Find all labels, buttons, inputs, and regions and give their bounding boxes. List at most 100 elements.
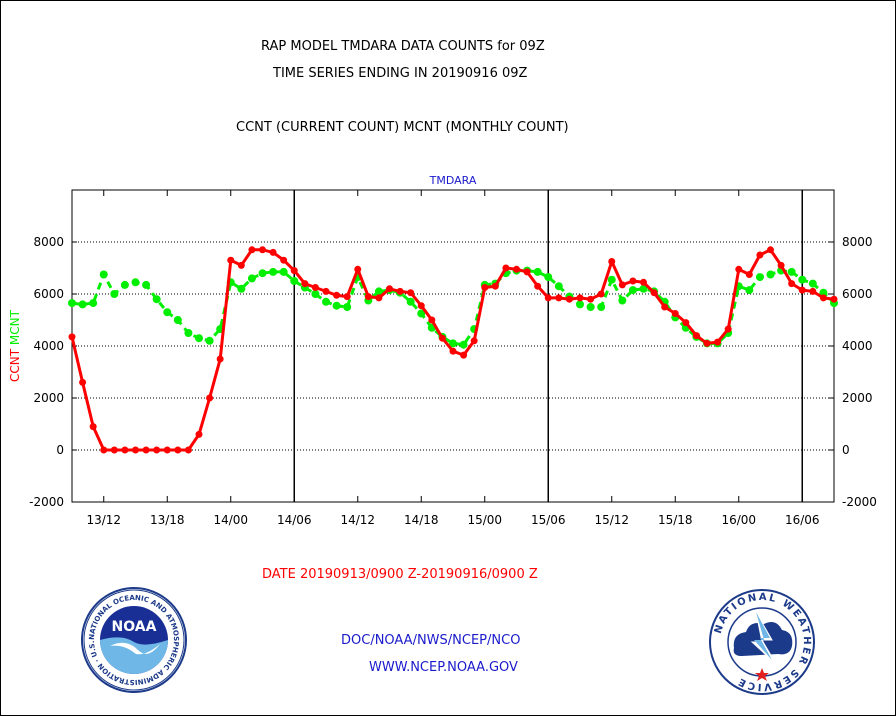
point-mcnt: [78, 300, 87, 309]
noaa-logo-text: NOAA: [112, 619, 157, 635]
point-mcnt: [163, 308, 172, 317]
y-axis-label: CCNT MCNT: [8, 309, 22, 382]
point-ccnt: [534, 282, 542, 290]
y-tick-label-right: 4000: [842, 339, 873, 353]
x-tick-label: 16/06: [785, 513, 820, 527]
point-mcnt: [322, 297, 330, 306]
x-tick-label: 13/18: [150, 513, 185, 527]
point-mcnt: [279, 267, 288, 276]
point-mcnt: [258, 269, 267, 278]
point-mcnt: [745, 286, 754, 295]
point-ccnt: [544, 294, 552, 302]
point-ccnt: [830, 295, 838, 303]
point-ccnt: [819, 294, 827, 302]
y-tick-label-right: 8000: [842, 235, 873, 249]
point-mcnt: [173, 316, 182, 324]
point-ccnt: [809, 287, 817, 295]
point-ccnt: [629, 277, 637, 285]
point-ccnt: [777, 261, 785, 269]
y-tick-label-left: 0: [56, 443, 64, 457]
y-tick-label-right: 0: [842, 443, 850, 457]
point-ccnt: [132, 446, 139, 454]
point-ccnt: [195, 430, 203, 438]
point-mcnt: [247, 274, 256, 283]
y-tick-label-left: 2000: [33, 391, 64, 405]
header-title-line3: CCNT (CURRENT COUNT) MCNT (MONTHLY COUNT…: [236, 120, 569, 135]
y-tick-label-left: 6000: [33, 287, 64, 301]
point-ccnt: [745, 271, 753, 278]
point-ccnt: [364, 293, 372, 301]
point-ccnt: [513, 265, 520, 273]
point-ccnt: [216, 355, 224, 363]
point-ccnt: [788, 280, 796, 288]
point-ccnt: [333, 291, 341, 299]
point-mcnt: [819, 288, 828, 297]
footer-date-range: DATE 20190913/0900 Z-20190916/0900 Z: [262, 567, 538, 582]
point-ccnt: [417, 302, 425, 310]
point-ccnt: [502, 264, 510, 272]
point-mcnt: [205, 336, 214, 345]
point-mcnt: [343, 303, 352, 311]
x-tick-label: 13/12: [86, 513, 121, 527]
point-mcnt: [576, 300, 584, 309]
point-mcnt: [618, 296, 627, 305]
point-ccnt: [724, 325, 732, 333]
point-ccnt: [237, 261, 245, 269]
point-mcnt: [131, 278, 140, 287]
point-ccnt: [692, 332, 700, 340]
point-mcnt: [142, 280, 151, 289]
point-mcnt: [628, 286, 637, 295]
x-tick-label: 14/12: [340, 513, 375, 527]
point-ccnt: [587, 295, 595, 303]
y-tick-label-right: -2000: [842, 495, 877, 509]
header-title-line2: TIME SERIES ENDING IN 20190916 09Z: [273, 66, 528, 81]
point-ccnt: [481, 284, 489, 291]
point-mcnt: [554, 282, 563, 291]
point-mcnt: [417, 309, 426, 318]
point-ccnt: [438, 334, 446, 342]
nws-logo: NATIONAL WEATHER SERVICE: [709, 589, 815, 695]
point-ccnt: [756, 251, 764, 259]
point-ccnt: [142, 446, 150, 454]
point-ccnt: [311, 284, 319, 291]
point-ccnt: [79, 378, 87, 386]
point-mcnt: [533, 267, 542, 276]
point-ccnt: [259, 246, 266, 254]
point-ccnt: [661, 303, 669, 311]
footer-url: WWW.NCEP.NOAA.GOV: [369, 660, 518, 675]
point-mcnt: [607, 275, 616, 284]
x-tick-label: 15/18: [658, 513, 693, 527]
point-ccnt: [110, 446, 118, 454]
point-mcnt: [808, 279, 817, 288]
point-ccnt: [565, 295, 573, 303]
y-axis-label-mcnt: MCNT: [8, 309, 22, 345]
noaa-logo: NATIONAL OCEANIC AND ATMOSPHERIC ADMINIS…: [81, 587, 187, 693]
point-mcnt: [68, 299, 76, 308]
point-mcnt: [269, 267, 278, 276]
x-tick-label: 15/00: [467, 513, 502, 527]
point-ccnt: [343, 293, 351, 301]
point-ccnt: [449, 347, 457, 355]
point-ccnt: [121, 446, 129, 454]
point-mcnt: [311, 290, 320, 298]
point-mcnt: [406, 297, 415, 306]
point-ccnt: [354, 265, 362, 273]
point-ccnt: [407, 289, 415, 297]
footer-org: DOC/NOAA/NWS/NCEP/NCO: [341, 633, 521, 648]
point-ccnt: [396, 287, 404, 295]
point-mcnt: [99, 270, 108, 279]
point-ccnt: [100, 446, 108, 454]
point-ccnt: [523, 268, 531, 276]
point-ccnt: [153, 446, 161, 454]
point-mcnt: [332, 301, 341, 310]
point-ccnt: [767, 246, 774, 254]
point-ccnt: [248, 246, 256, 254]
point-ccnt: [555, 294, 563, 302]
point-mcnt: [184, 329, 193, 337]
y-tick-label-left: -2000: [29, 495, 64, 509]
x-tick-label: 15/12: [594, 513, 629, 527]
point-mcnt: [597, 303, 606, 311]
point-ccnt: [735, 265, 743, 273]
